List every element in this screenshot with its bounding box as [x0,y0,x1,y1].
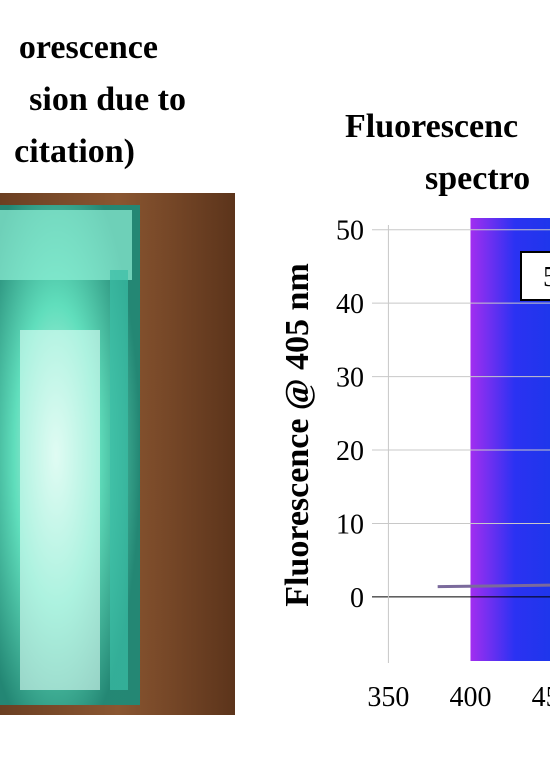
y-tick-label: 20 [336,436,364,467]
caption-line: citation) [14,133,135,170]
photo [0,193,235,715]
y-tick-label: 40 [336,289,364,320]
x-tick-label: 45 [532,682,550,713]
annotation: 5 [543,262,550,293]
chart-title: Fluorescenc [345,108,518,145]
caption-line: orescence [19,29,158,66]
caption-line: sion due to [29,81,186,118]
y-tick-label: 0 [350,583,364,614]
y-tick-label: 10 [336,509,364,540]
y-tick-label: 50 [336,216,364,247]
chart-title: spectro [425,160,530,197]
data-line [438,585,550,586]
x-tick-label: 350 [367,682,409,713]
y-tick-label: 30 [336,363,364,394]
y-axis-label: Fluorescence @ 405 nm [279,263,316,607]
x-tick-label: 400 [450,682,492,713]
